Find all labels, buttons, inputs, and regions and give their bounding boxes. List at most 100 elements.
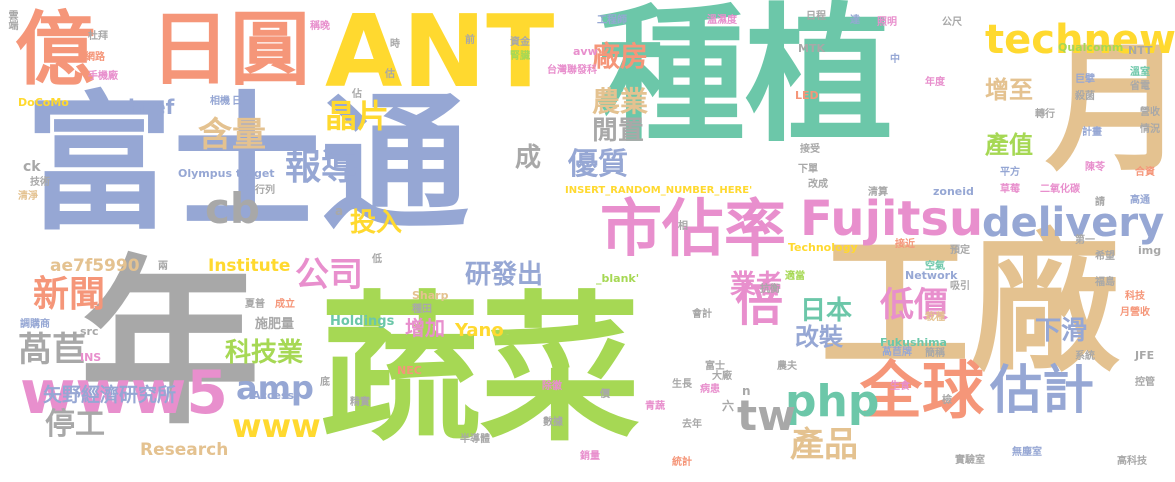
cloud-word: NEC (397, 364, 422, 377)
cloud-word: 中 (890, 54, 900, 65)
cloud-word: amp (236, 369, 314, 407)
cloud-word: 估計 (990, 361, 1095, 421)
cloud-word: INSERT_RANDOM_NUMBER_HERE' (565, 185, 753, 196)
cloud-word: href (128, 95, 175, 119)
cloud-word: 清淨 (18, 191, 38, 202)
cloud-word: 估 (385, 69, 395, 80)
cloud-word: Sharp (412, 289, 449, 302)
cloud-word: 高通 (1130, 195, 1150, 206)
cloud-word: 蔬菜 (320, 276, 641, 463)
cloud-word: 月 (1045, 28, 1175, 191)
cloud-word: 種植 (597, 0, 893, 162)
cloud-word: Holdings (330, 314, 395, 329)
cloud-word: 萵苣牌 (882, 347, 912, 358)
cloud-word: Access (252, 389, 295, 402)
cloud-word: 工廠 (820, 218, 1121, 392)
cloud-word: 達 (850, 15, 860, 26)
cloud-word: www (232, 407, 321, 445)
cloud-word: 全球 (860, 354, 985, 427)
cloud-word: 精實 (350, 397, 370, 408)
cloud-word: Yano (455, 320, 504, 341)
cloud-word: 控管 (1135, 377, 1155, 388)
cloud-word: 時 (390, 39, 400, 50)
cloud-word: Olympus target (178, 167, 275, 180)
cloud-word: 福島 (1095, 277, 1115, 288)
cloud-word: 數據 (543, 417, 563, 428)
cloud-word: 廠房 (592, 40, 649, 73)
cloud-word: 日 (232, 96, 242, 107)
cloud-word: 行列 (255, 185, 275, 196)
cloud-word: 二氧化碳 (1040, 184, 1080, 195)
cloud-word: 省電 (1130, 81, 1150, 92)
cloud-word: 增至 (985, 76, 1033, 104)
cloud-word: src (80, 325, 99, 338)
cloud-word: 高科技 (1117, 456, 1147, 467)
cloud-word: 資金 (510, 37, 530, 48)
cloud-word: Qualcomm (1058, 41, 1124, 54)
cloud-word: 停工 (45, 407, 105, 442)
cloud-word: 業者 (730, 270, 783, 300)
cloud-word: Fukushima (880, 336, 947, 349)
cloud-word: 年 (80, 240, 261, 449)
cloud-word: 增加 (405, 316, 445, 340)
cloud-word: technews (985, 17, 1175, 63)
cloud-word: 農夫 (777, 361, 797, 372)
cloud-word: 希望 (1095, 251, 1115, 262)
cloud-word: 系統 (1075, 351, 1095, 362)
cloud-word: 清算 (868, 187, 888, 198)
cloud-word: Research (140, 440, 229, 460)
cloud-word: 轉行 (1035, 109, 1055, 120)
cloud-word: 農業 (592, 85, 649, 118)
cloud-word: 第一 (1075, 235, 1095, 246)
cloud-word: 網路 (85, 52, 105, 63)
cloud-word: 統計 (672, 457, 692, 468)
cloud-word: 抗衡 (760, 284, 780, 295)
cloud-word: 巨擘 (1075, 74, 1095, 85)
cloud-word: 青蔬 (645, 401, 665, 412)
cloud-word: 六 (722, 399, 735, 413)
cloud-word: 會計 (692, 309, 712, 320)
cloud-word: Institute (208, 256, 291, 276)
cloud-word: 陳苓 (1085, 162, 1105, 173)
cloud-word: 報導 (285, 147, 358, 188)
cloud-word: 相 (678, 221, 688, 232)
cloud-word: 接近 (895, 239, 915, 250)
cloud-word: 實驗室 (955, 455, 985, 466)
cloud-word: 億 (15, 3, 95, 96)
cloud-word: 年度 (925, 77, 945, 88)
cloud-word: 計畫 (1082, 127, 1102, 138)
cloud-word: 空氣 (925, 261, 945, 272)
cloud-word: 請 (1095, 197, 1105, 208)
cloud-word: 生長 (672, 379, 692, 390)
cloud-word: 工程師 (597, 15, 627, 26)
cloud-word: LED (795, 89, 819, 102)
cloud-word: 矢野經濟研究所 (43, 384, 177, 406)
cloud-word: cb (205, 184, 260, 233)
cloud-word: 杜拜 (88, 31, 108, 42)
cloud-word: 調購商 (20, 319, 50, 330)
cloud-word: 兩 (158, 261, 168, 272)
cloud-word: tw (737, 391, 796, 440)
cloud-word: JFE (1135, 349, 1155, 362)
cloud-word: 日程 (806, 11, 826, 22)
cloud-word: 除徽 (542, 381, 562, 392)
cloud-word: 預定 (950, 245, 970, 256)
cloud-word: 平方 (1000, 167, 1020, 178)
cloud-word: 投入 (350, 208, 403, 238)
cloud-word: 閒置 (592, 116, 645, 146)
cloud-word: ck (23, 159, 41, 175)
cloud-word: 底 (320, 377, 330, 388)
cloud-word: 新聞 (33, 274, 106, 315)
cloud-word: 技術 (30, 177, 50, 188)
cloud-word: 照明 (877, 17, 897, 28)
cloud-word: 改成 (808, 179, 828, 190)
cloud-word: 下滑 (1035, 316, 1088, 346)
cloud-word: Fujitsu (800, 191, 984, 247)
cloud-word: 接受 (800, 144, 820, 155)
cloud-word: 下單 (798, 164, 818, 175)
cloud-word: www5 (20, 358, 229, 428)
cloud-word: 病患 (700, 384, 720, 395)
cloud-word: 種田 (412, 304, 432, 315)
cloud-word: 大廠 (712, 371, 732, 382)
cloud-word: ae7f5990 (50, 256, 140, 276)
